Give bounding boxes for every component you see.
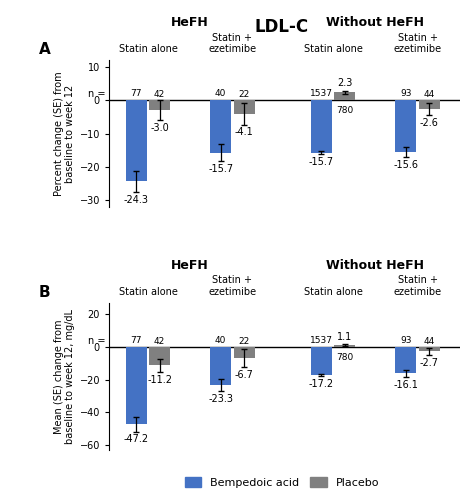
Y-axis label: Percent change (SE) from
baseline to week 12: Percent change (SE) from baseline to wee… bbox=[54, 72, 75, 196]
Text: Statin +
ezetimibe: Statin + ezetimibe bbox=[393, 276, 442, 297]
Bar bbox=[419, 100, 440, 109]
Bar bbox=[149, 347, 170, 366]
Text: Statin alone: Statin alone bbox=[304, 44, 363, 54]
Text: 93: 93 bbox=[400, 336, 411, 345]
Text: 40: 40 bbox=[215, 88, 227, 98]
Bar bbox=[210, 100, 231, 152]
Text: -16.1: -16.1 bbox=[393, 380, 418, 390]
Text: Statin +
ezetimibe: Statin + ezetimibe bbox=[209, 32, 256, 54]
Text: Statin alone: Statin alone bbox=[304, 287, 363, 297]
Text: -15.7: -15.7 bbox=[208, 164, 233, 174]
Text: A: A bbox=[39, 42, 51, 57]
Bar bbox=[335, 92, 355, 100]
Text: Statin +
ezetimibe: Statin + ezetimibe bbox=[393, 32, 442, 54]
Text: B: B bbox=[39, 285, 51, 300]
Text: 780: 780 bbox=[336, 106, 354, 115]
Text: 93: 93 bbox=[400, 88, 411, 98]
Text: n =: n = bbox=[88, 336, 106, 346]
Text: Statin +
ezetimibe: Statin + ezetimibe bbox=[209, 276, 256, 297]
Text: -2.6: -2.6 bbox=[420, 118, 439, 128]
Bar bbox=[311, 100, 332, 152]
Bar bbox=[234, 347, 255, 358]
Text: LDL-C: LDL-C bbox=[255, 18, 309, 36]
Text: -23.3: -23.3 bbox=[208, 394, 233, 404]
Text: -2.7: -2.7 bbox=[420, 358, 439, 368]
Text: 42: 42 bbox=[154, 338, 165, 346]
Bar bbox=[311, 347, 332, 375]
Bar bbox=[126, 100, 146, 182]
Text: -6.7: -6.7 bbox=[235, 370, 254, 380]
Text: -15.6: -15.6 bbox=[393, 160, 419, 170]
Text: 1537: 1537 bbox=[310, 336, 333, 345]
Text: -4.1: -4.1 bbox=[235, 128, 254, 138]
Text: -17.2: -17.2 bbox=[309, 379, 334, 389]
Text: 44: 44 bbox=[424, 90, 435, 99]
Text: 42: 42 bbox=[154, 90, 165, 99]
Text: n =: n = bbox=[88, 89, 106, 99]
Legend: Bempedoic acid, Placebo: Bempedoic acid, Placebo bbox=[180, 472, 384, 492]
Bar bbox=[395, 347, 416, 374]
Text: Statin alone: Statin alone bbox=[118, 287, 177, 297]
Text: 77: 77 bbox=[130, 336, 142, 345]
Text: 1537: 1537 bbox=[310, 88, 333, 98]
Text: HeFH: HeFH bbox=[171, 16, 209, 29]
Text: Without HeFH: Without HeFH bbox=[326, 16, 424, 29]
Text: 780: 780 bbox=[336, 353, 354, 362]
Bar bbox=[335, 345, 355, 347]
Bar bbox=[395, 100, 416, 152]
Text: -47.2: -47.2 bbox=[124, 434, 149, 444]
Text: 2.3: 2.3 bbox=[337, 78, 353, 88]
Text: Without HeFH: Without HeFH bbox=[326, 259, 424, 272]
Bar bbox=[126, 347, 146, 424]
Bar bbox=[234, 100, 255, 114]
Text: HeFH: HeFH bbox=[171, 259, 209, 272]
Bar bbox=[149, 100, 170, 110]
Text: -11.2: -11.2 bbox=[147, 375, 172, 385]
Text: 77: 77 bbox=[130, 88, 142, 98]
Text: 22: 22 bbox=[238, 338, 250, 346]
Y-axis label: Mean (SE) change from
baseline to week 12, mg/dL: Mean (SE) change from baseline to week 1… bbox=[54, 309, 75, 444]
Bar bbox=[419, 347, 440, 352]
Text: Statin alone: Statin alone bbox=[118, 44, 177, 54]
Text: -3.0: -3.0 bbox=[150, 123, 169, 133]
Text: 44: 44 bbox=[424, 338, 435, 346]
Text: -15.7: -15.7 bbox=[309, 157, 334, 167]
Text: 1.1: 1.1 bbox=[337, 332, 353, 342]
Text: 40: 40 bbox=[215, 336, 227, 345]
Text: 22: 22 bbox=[238, 90, 250, 99]
Bar bbox=[210, 347, 231, 385]
Text: -24.3: -24.3 bbox=[124, 195, 149, 205]
